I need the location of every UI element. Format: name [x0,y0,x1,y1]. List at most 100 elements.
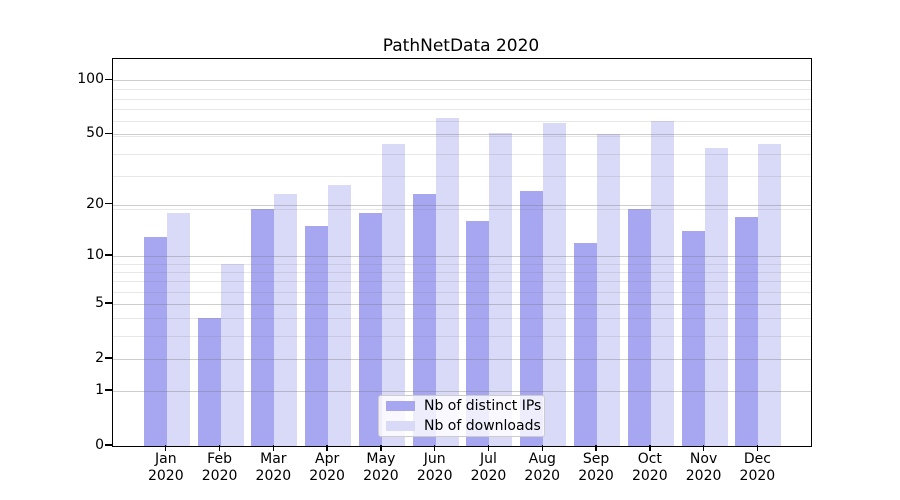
bar-downloads [704,147,728,446]
legend-item-distinct-ips: Nb of distinct IPs [379,396,544,416]
bar-distinct-ips [574,242,598,446]
x-tick-label: Jan 2020 [134,451,198,485]
y-tick-label: 50 [86,125,104,142]
bar-distinct-ips [627,208,651,446]
bar-distinct-ips [466,221,490,446]
gridline-minor [113,98,811,100]
x-tick-mark [326,445,328,451]
legend-label-distinct-ips: Nb of distinct IPs [424,398,542,414]
x-tick-year: 2020 [416,468,453,484]
gridline-minor [113,263,811,265]
gridline-major [113,80,811,82]
gridline-minor [113,281,811,283]
chart-title: PathNetData 2020 [382,36,540,56]
x-tick-month: Nov [689,451,718,467]
y-tick-mark [105,78,112,80]
gridline-minor [113,135,811,137]
x-tick-month: Feb [207,451,232,467]
x-tick-label: Nov 2020 [672,451,736,485]
bar-downloads [328,184,352,446]
x-tick-month: Jun [423,451,446,467]
bar-distinct-ips [251,208,275,446]
legend-label-downloads: Nb of downloads [424,418,541,434]
x-tick-month: Apr [315,451,340,467]
bar-distinct-ips [735,216,759,446]
y-tick-label: 2 [95,349,104,366]
y-tick-mark [105,389,112,391]
x-tick-label: Apr 2020 [295,451,359,485]
x-tick-year: 2020 [578,468,614,484]
y-tick-mark [105,254,112,256]
x-tick-month: Jan [155,451,177,467]
x-tick-year: 2020 [255,468,292,484]
gridline-major [113,255,811,257]
y-tick-label: 100 [77,71,104,88]
x-tick-label: Aug 2020 [510,451,574,485]
x-tick-label: Oct 2020 [618,451,682,485]
x-tick-month: Sep [582,451,610,467]
y-tick-mark [105,302,112,304]
bar-downloads [489,132,513,446]
x-tick-month: Jul [480,451,497,467]
bar-distinct-ips [197,318,221,446]
x-tick-label: Mar 2020 [241,451,305,485]
y-tick-label: 20 [86,195,104,212]
bar-distinct-ips [681,231,705,446]
x-tick-month: May [366,451,396,467]
bar-downloads [758,144,782,446]
bar-distinct-ips [412,194,436,446]
x-tick-mark [702,445,705,451]
x-tick-mark [487,445,490,451]
x-tick-year: 2020 [147,468,184,484]
plot-area [112,58,812,447]
x-tick-month: Aug [528,451,556,467]
y-tick-mark [105,357,112,359]
x-tick-year: 2020 [631,468,668,484]
x-tick-month: Mar [260,451,287,467]
x-tick-mark [218,445,221,451]
y-tick-label: 1 [95,382,104,399]
gridline-minor [113,318,811,320]
x-tick-mark [649,445,651,451]
bar-downloads [220,263,244,446]
gridline-major [113,134,811,136]
y-tick-mark [105,132,112,135]
y-tick-mark [105,202,112,205]
x-tick-month: Oct [637,451,662,467]
legend: Nb of distinct IPs Nb of downloads [378,395,545,437]
legend-swatch-downloads-icon [386,421,415,431]
gridline-minor [113,271,811,273]
bar-distinct-ips [520,190,544,446]
bar-downloads [597,134,621,446]
gridline-major [113,391,811,393]
x-tick-year: 2020 [309,468,345,484]
x-tick-mark [272,445,275,451]
bar-downloads [274,194,298,446]
legend-item-downloads: Nb of downloads [379,416,544,436]
x-tick-label: Jun 2020 [403,451,467,485]
y-tick-label: 0 [95,437,104,453]
gridline-minor [113,336,811,338]
x-tick-mark [595,445,597,451]
gridline-minor [113,121,811,123]
x-tick-label: Jul 2020 [456,451,520,485]
gridline-minor [113,153,811,155]
x-tick-year: 2020 [685,468,722,484]
x-tick-label: Sep 2020 [564,451,628,485]
x-tick-year: 2020 [470,468,507,484]
legend-swatch-distinct-ips-icon [386,401,415,411]
y-tick-label: 10 [86,246,104,263]
x-tick-year: 2020 [524,468,561,484]
x-tick-label: Dec 2020 [725,451,789,485]
gridline-major [113,303,811,305]
x-tick-mark [541,445,543,451]
y-tick-label: 5 [95,294,104,311]
bar-downloads [650,121,674,446]
x-tick-mark [434,445,436,451]
y-tick-mark [105,444,112,446]
x-tick-month: Dec [743,451,771,467]
x-tick-label: Feb 2020 [188,451,252,485]
bar-downloads [543,122,567,446]
bar-distinct-ips [358,212,382,446]
